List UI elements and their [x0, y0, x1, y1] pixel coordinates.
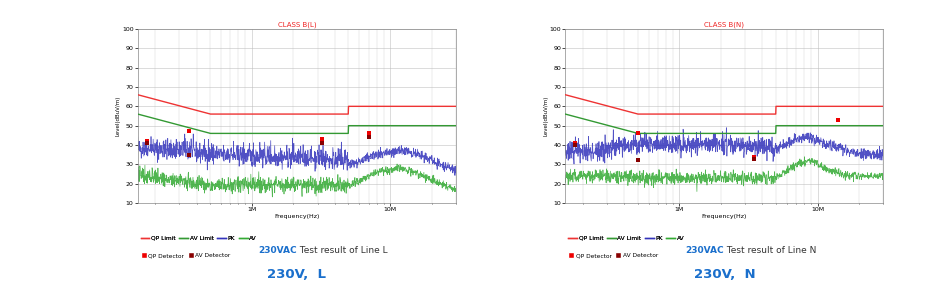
Y-axis label: Level(dBuV/m): Level(dBuV/m): [116, 96, 121, 136]
Point: [630, 131, 645, 136]
Text: 230V,  L: 230V, L: [267, 268, 327, 280]
Title: CLASS B(N): CLASS B(N): [704, 21, 745, 28]
Point: [747, 154, 762, 159]
Legend: QP Limit, AV Limit, PK, AV: QP Limit, AV Limit, PK, AV: [141, 235, 256, 241]
Point: [181, 152, 197, 157]
Point: [630, 158, 645, 163]
Point: [567, 143, 582, 147]
Point: [567, 141, 582, 145]
X-axis label: Frequency(Hz): Frequency(Hz): [275, 213, 319, 219]
Point: [140, 139, 155, 144]
Point: [361, 135, 376, 139]
Point: [747, 156, 762, 161]
X-axis label: Frequency(Hz): Frequency(Hz): [702, 213, 747, 219]
Legend: QP Detector, AV Detector: QP Detector, AV Detector: [141, 253, 231, 258]
Y-axis label: Level(dBuV/m): Level(dBuV/m): [543, 96, 548, 136]
Point: [314, 137, 329, 142]
Text: Test result of Line L: Test result of Line L: [296, 246, 388, 255]
Point: [361, 131, 376, 136]
Legend: QP Detector, AV Detector: QP Detector, AV Detector: [568, 253, 658, 258]
Point: [830, 117, 846, 122]
Text: 230VAC: 230VAC: [686, 246, 724, 255]
Point: [314, 141, 329, 145]
Text: Test result of Line N: Test result of Line N: [724, 246, 817, 255]
Point: [181, 129, 197, 134]
Legend: QP Limit, AV Limit, PK, AV: QP Limit, AV Limit, PK, AV: [568, 235, 684, 241]
Title: CLASS B(L): CLASS B(L): [277, 21, 316, 28]
Point: [140, 141, 155, 145]
Text: 230VAC: 230VAC: [258, 246, 296, 255]
Text: 230V,  N: 230V, N: [694, 268, 755, 280]
